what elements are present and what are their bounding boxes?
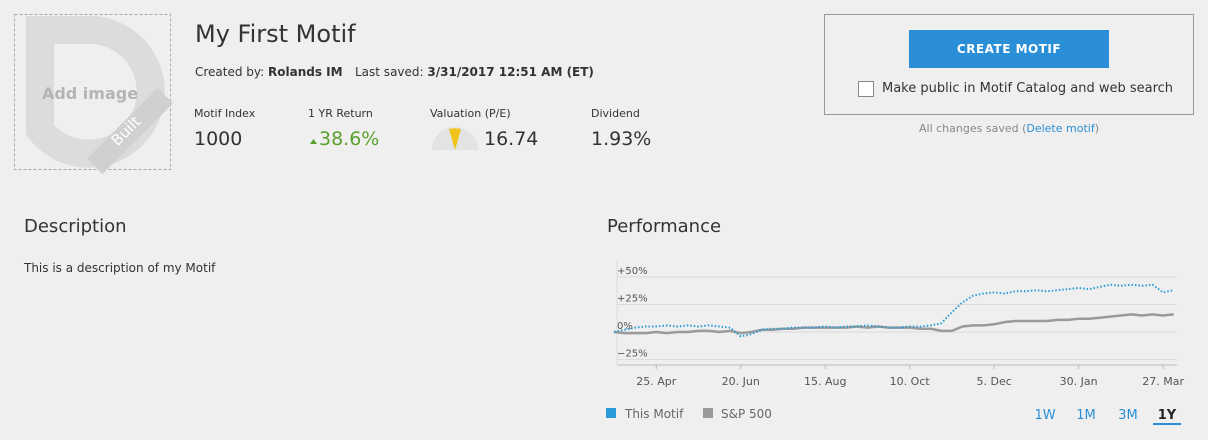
image-placeholder: Add image: [42, 84, 138, 103]
status-text: ): [1094, 122, 1099, 135]
x-tick-label: 20. Jun: [722, 375, 760, 388]
y-tick-label: −25%: [617, 349, 648, 360]
delete-link[interactable]: Delete motif: [1026, 122, 1095, 135]
checkbox-label[interactable]: Make public in Motif Catalog and web sea…: [882, 81, 1174, 96]
status-text: All changes saved (: [919, 122, 1027, 135]
stat-value: 16.74: [484, 128, 539, 150]
section-heading: Description: [24, 216, 127, 237]
stat-value: 1.93%: [591, 128, 652, 150]
created-by-label: Created by:: [195, 65, 265, 79]
legend-swatch: [606, 408, 616, 418]
x-tick-label: 5. Dec: [977, 375, 1012, 388]
range-button[interactable]: 1M: [1076, 408, 1096, 423]
y-tick-label: +50%: [617, 266, 648, 277]
y-tick-label: 0%: [617, 321, 633, 332]
x-tick-label: 25. Apr: [636, 375, 676, 388]
gauge-needle: [449, 128, 461, 150]
stat-value: 1000: [194, 128, 243, 150]
stat-label: 1 YR Return: [308, 107, 373, 120]
x-tick-label: 27. Mar: [1142, 375, 1184, 388]
series-line: [613, 313, 1174, 335]
legend-swatch: [703, 408, 713, 418]
description-text: This is a description of my Motif: [24, 261, 216, 275]
x-tick-label: 15. Aug: [804, 375, 846, 388]
title: My First Motif: [195, 20, 356, 48]
x-tick-label: 10. Oct: [890, 375, 931, 388]
legend-label: This Motif: [625, 407, 684, 421]
save-status: All changes saved (Delete motif): [824, 122, 1194, 135]
x-tick-label: 30. Jan: [1060, 375, 1098, 388]
range-button[interactable]: 1Y: [1158, 408, 1177, 423]
section-heading: Performance: [607, 216, 722, 237]
created-by: Created by: Rolands IM: [195, 65, 343, 79]
range-button[interactable]: 1W: [1034, 408, 1055, 423]
stat-value: 38.6%: [319, 128, 380, 150]
action-box: [824, 14, 1194, 115]
stat-label: Valuation (P/E): [430, 107, 511, 120]
create-button-label[interactable]: CREATE MOTIF: [956, 42, 1062, 56]
checkbox[interactable]: [858, 81, 874, 97]
create-button[interactable]: [909, 30, 1109, 68]
last-saved-value: 3/31/2017 12:51 AM (ET): [427, 65, 594, 79]
last-saved: Last saved: 3/31/2017 12:51 AM (ET): [355, 65, 594, 79]
badge-ribbon: [86, 87, 174, 175]
range-button[interactable]: 3M: [1118, 408, 1138, 423]
stat-label: Motif Index: [194, 107, 256, 120]
created-by-value: Rolands IM: [268, 65, 343, 79]
y-tick-label: +25%: [617, 294, 648, 305]
legend-label: S&P 500: [721, 407, 772, 421]
series-line: [613, 283, 1174, 338]
up-arrow: [310, 139, 317, 144]
last-saved-label: Last saved:: [355, 65, 424, 79]
stat-label: Dividend: [591, 107, 640, 120]
